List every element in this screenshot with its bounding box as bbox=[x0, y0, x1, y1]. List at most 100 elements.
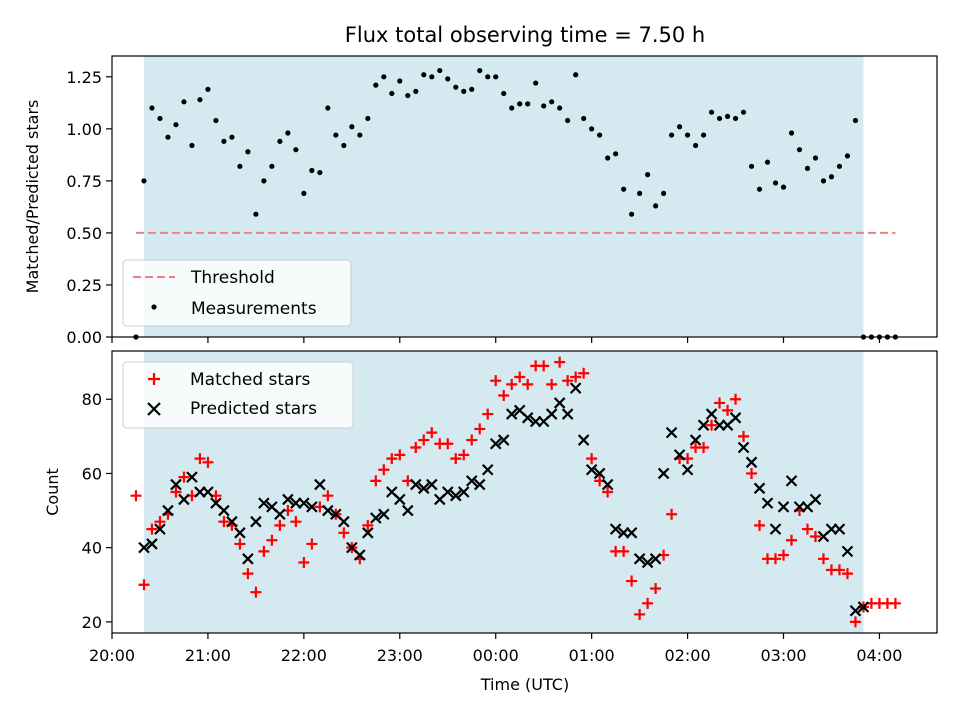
matched-star-point bbox=[458, 449, 470, 461]
matched-star-point bbox=[370, 475, 382, 487]
y-tick-label: 1.25 bbox=[66, 68, 102, 87]
predicted-star-point bbox=[370, 512, 382, 524]
predicted-star-point bbox=[657, 467, 670, 480]
matched-star-point bbox=[634, 608, 646, 620]
matched-star-point bbox=[522, 378, 534, 390]
matched-star-point bbox=[578, 367, 590, 379]
measurement-point bbox=[509, 105, 515, 111]
predicted-star-point bbox=[785, 475, 798, 487]
predicted-star-point bbox=[258, 497, 270, 509]
y-ticks-count: 20 40 60 80 bbox=[82, 390, 112, 632]
matched-star-point bbox=[274, 519, 286, 531]
x-tick-label: 01:00 bbox=[569, 646, 615, 665]
predicted-star-point bbox=[457, 486, 470, 498]
x-tick-label: 21:00 bbox=[185, 646, 231, 665]
predicted-star-point bbox=[545, 408, 558, 420]
predicted-star-point bbox=[154, 523, 166, 535]
measurement-point bbox=[205, 86, 211, 92]
predicted-star-point bbox=[489, 437, 502, 450]
measurement-point bbox=[748, 163, 755, 169]
measurement-point bbox=[589, 126, 595, 132]
matched-star-point bbox=[298, 557, 310, 568]
predicted-star-point bbox=[625, 527, 638, 539]
matched-star-point bbox=[538, 360, 550, 372]
measurement-point bbox=[437, 67, 443, 74]
matched-star-point bbox=[698, 441, 710, 453]
matched-star-point bbox=[410, 441, 422, 453]
matched-star-point bbox=[602, 486, 614, 498]
matched-star-point bbox=[218, 516, 230, 528]
measurement-point bbox=[293, 147, 299, 153]
measurement-point bbox=[812, 155, 819, 161]
matched-star-point bbox=[817, 553, 829, 565]
measurement-points bbox=[133, 67, 899, 340]
measurement-point bbox=[469, 86, 475, 92]
matched-star-point bbox=[490, 375, 502, 387]
measurement-point bbox=[357, 132, 363, 138]
measurement-point bbox=[269, 163, 275, 169]
matched-star-point bbox=[170, 486, 182, 498]
predicted-star-point bbox=[649, 553, 662, 565]
measurement-point bbox=[525, 101, 531, 107]
predicted-star-point bbox=[402, 504, 414, 517]
legend-matched-swatch bbox=[148, 373, 160, 385]
matched-star-point bbox=[442, 438, 454, 450]
measurement-point bbox=[341, 142, 347, 149]
predicted-star-point bbox=[729, 412, 742, 424]
predicted-star-point bbox=[274, 508, 286, 521]
predicted-star-point bbox=[553, 397, 566, 409]
measurement-point bbox=[213, 117, 219, 124]
measurement-point bbox=[668, 132, 675, 138]
predicted-star-point bbox=[697, 419, 710, 431]
matched-star-point bbox=[889, 597, 901, 609]
predicted-star-point bbox=[857, 601, 870, 613]
measurement-point bbox=[493, 74, 499, 80]
measurement-point bbox=[485, 74, 491, 80]
y-tick-label: 0.50 bbox=[66, 224, 102, 243]
measurement-point bbox=[445, 76, 451, 82]
predicted-star-point bbox=[753, 482, 766, 495]
predicted-star-point bbox=[505, 408, 518, 420]
predicted-star-point bbox=[465, 475, 478, 487]
matched-star-point bbox=[730, 393, 742, 405]
matched-star-point bbox=[650, 582, 662, 594]
matched-star-point bbox=[546, 378, 558, 390]
measurement-point bbox=[373, 82, 379, 88]
predicted-star-point bbox=[170, 478, 182, 491]
matched-star-point bbox=[178, 471, 190, 483]
matched-star-point bbox=[570, 371, 582, 383]
measurement-point bbox=[501, 90, 507, 97]
matched-star-point bbox=[378, 464, 390, 476]
y-tick-label: 80 bbox=[82, 390, 102, 409]
legend-predicted-swatch bbox=[147, 402, 161, 416]
measurement-point bbox=[828, 174, 835, 180]
matched-star-point bbox=[626, 575, 638, 587]
predicted-star-point bbox=[633, 553, 646, 565]
x-axis-label-time: Time (UTC) bbox=[480, 675, 569, 694]
matched-star-point bbox=[234, 538, 246, 550]
predicted-star-point bbox=[569, 382, 582, 394]
predicted-star-point bbox=[250, 515, 262, 528]
measurement-point bbox=[756, 186, 763, 192]
matched-star-point bbox=[450, 453, 462, 465]
measurement-point bbox=[700, 132, 707, 138]
predicted-star-point bbox=[218, 504, 230, 517]
matched-star-point bbox=[642, 597, 654, 609]
y-tick-label: 1.00 bbox=[66, 120, 102, 139]
predicted-star-point bbox=[769, 523, 782, 535]
x-ticks-time: 20:00 21:00 22:00 23:00 00:00 01:00 02:00 03:00… bbox=[89, 633, 902, 665]
measurement-point bbox=[221, 138, 227, 144]
measurement-point bbox=[557, 105, 563, 111]
measurement-point bbox=[261, 178, 267, 184]
measurement-point bbox=[405, 92, 411, 99]
y-tick-label: 40 bbox=[82, 539, 102, 558]
measurement-point bbox=[413, 88, 419, 94]
x-tick-label: 23:00 bbox=[377, 646, 423, 665]
predicted-star-point bbox=[585, 463, 598, 476]
y-axis-label-count: Count bbox=[43, 468, 62, 516]
x-tick-label: 00:00 bbox=[473, 646, 519, 665]
matched-star-point bbox=[306, 538, 318, 550]
y-ticks-ratio: 0.00 0.25 0.50 0.75 1.00 1.25 bbox=[66, 68, 112, 347]
measurement-point bbox=[549, 99, 555, 105]
predicted-star-point bbox=[689, 434, 702, 446]
